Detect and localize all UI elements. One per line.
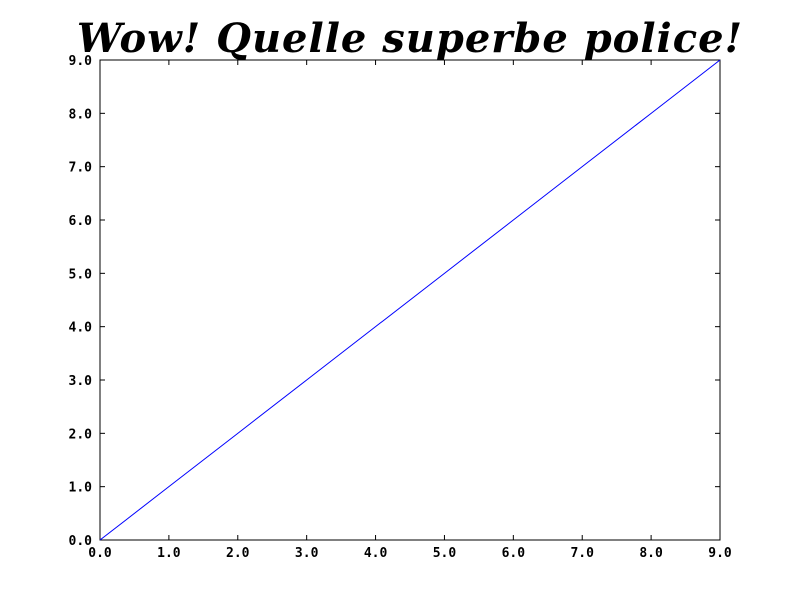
x-tick-label: 9.0: [708, 546, 732, 561]
series-layer: [99, 59, 721, 541]
y-tick-label: 0.0: [69, 534, 93, 549]
x-tick-label: 8.0: [639, 546, 663, 561]
series-line: [99, 59, 721, 541]
y-tick-label: 2.0: [69, 427, 93, 442]
x-tick-label: 7.0: [570, 546, 594, 561]
y-tick-label: 5.0: [69, 267, 93, 282]
x-tick-label: 4.0: [364, 546, 388, 561]
y-axis: 0.0 1.0 2.0 3.0 4.0 5.0 6.0 7.0 8.0 9.0: [69, 54, 720, 549]
x-tick-label: 0.0: [88, 546, 112, 561]
x-tick-label: 6.0: [502, 546, 526, 561]
x-tick-label: 3.0: [295, 546, 319, 561]
y-tick-label: 4.0: [69, 321, 93, 336]
y-tick-label: 7.0: [69, 161, 93, 176]
chart-title: Wow! Quelle superbe police!: [77, 15, 743, 62]
x-axis: 0.0 1.0 2.0 3.0 4.0 5.0 6.0 7.0 8.0 9.0: [88, 60, 732, 561]
x-tick-label: 2.0: [226, 546, 250, 561]
y-tick-label: 1.0: [69, 481, 93, 496]
x-tick-label: 5.0: [433, 546, 457, 561]
y-tick-label: 8.0: [69, 107, 93, 122]
x-tick-label: 1.0: [157, 546, 181, 561]
y-tick-label: 6.0: [69, 214, 93, 229]
y-tick-label: 3.0: [69, 374, 93, 389]
y-tick-label: 9.0: [69, 54, 93, 69]
